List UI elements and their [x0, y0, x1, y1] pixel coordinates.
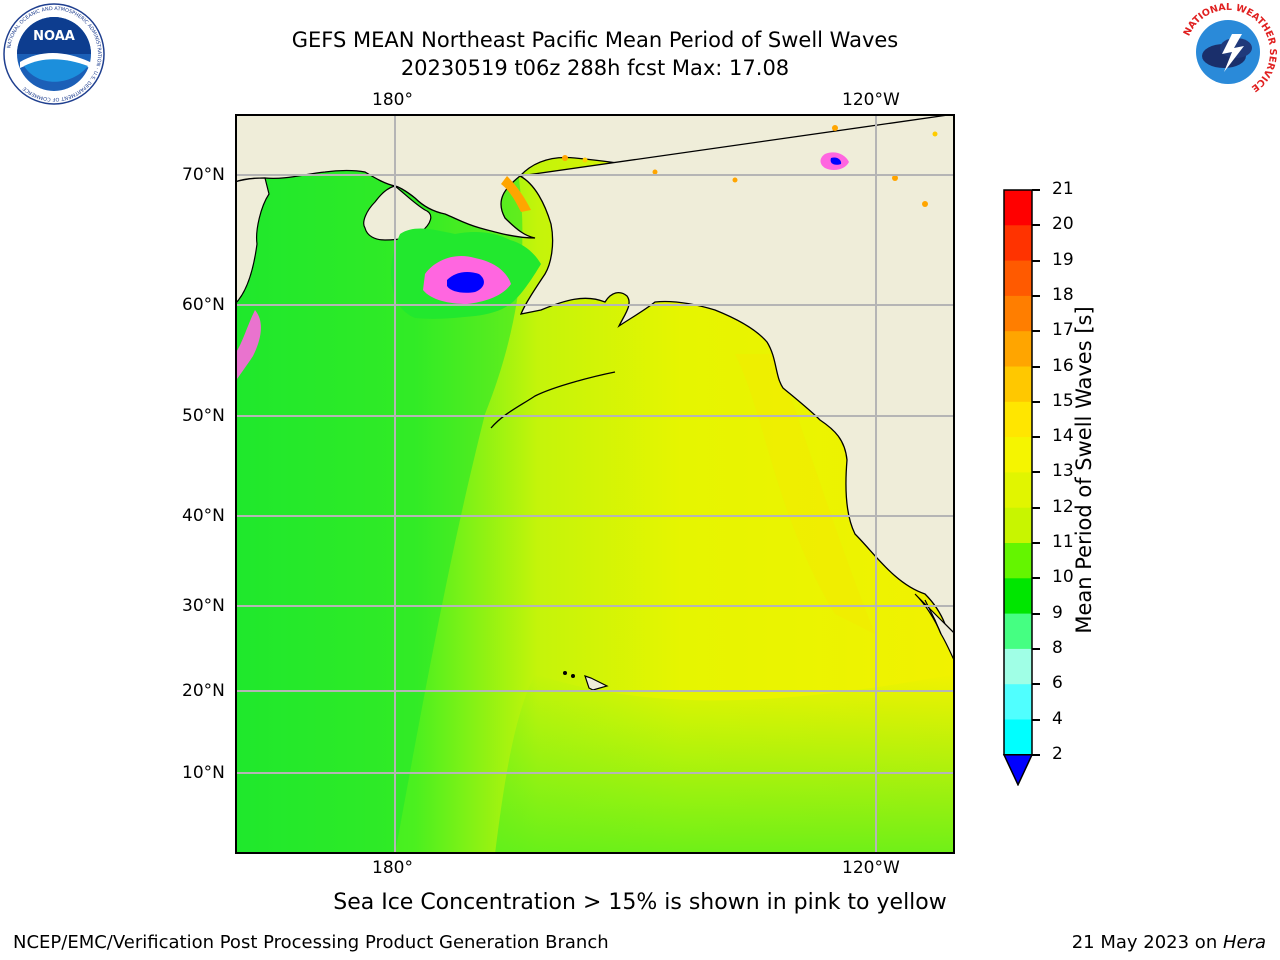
colorbar-tick-label: 9	[1052, 602, 1063, 623]
chart-subtitle: 20230519 t06z 288h fcst Max: 17.08	[400, 56, 790, 80]
colorbar-tick-label: 18	[1052, 284, 1074, 305]
colorbar-tick-mark	[1032, 577, 1040, 580]
colorbar-tick-mark	[1032, 224, 1040, 227]
colorbar-segment	[1004, 507, 1032, 544]
colorbar-segment	[1004, 190, 1032, 226]
footer-date: 21 May 2023 on	[1071, 932, 1223, 953]
colorbar-tick-label: 17	[1052, 320, 1074, 341]
map-panel	[235, 114, 955, 854]
sea-ice-patch-kamchatka	[235, 310, 261, 382]
lat-tick-10n: 10°N	[182, 763, 225, 783]
footer-date-machine: 21 May 2023 on Hera	[1072, 932, 1266, 953]
colorbar-segment	[1004, 225, 1032, 262]
colorbar-segment	[1004, 648, 1032, 685]
colorbar-tick-label: 16	[1052, 355, 1074, 376]
map-gridlines	[235, 114, 955, 854]
footer-machine: Hera	[1222, 932, 1266, 953]
colorbar-tick-label: 20	[1052, 214, 1074, 235]
land-kamchatka	[235, 177, 270, 305]
colorbar-segment	[1004, 472, 1032, 509]
colorbar-segment	[1004, 719, 1032, 756]
lat-tick-50n: 50°N	[182, 406, 225, 426]
colorbar-tick-mark	[1032, 330, 1040, 333]
colorbar-tick-mark	[1032, 753, 1040, 756]
colorbar-tick-label: 12	[1052, 496, 1074, 517]
colorbar-tick-mark	[1032, 683, 1040, 686]
colorbar-segment	[1004, 578, 1032, 615]
colorbar-segment	[1004, 543, 1032, 579]
colorbar-segment	[1004, 684, 1032, 720]
footer-organization: NCEP/EMC/Verification Post Processing Pr…	[13, 932, 609, 953]
lat-tick-40n: 40°N	[182, 506, 225, 526]
colorbar-segment	[1004, 401, 1032, 438]
colorbar-segment	[1004, 613, 1032, 650]
lat-tick-20n: 20°N	[182, 681, 225, 701]
colorbar-tick-label: 13	[1052, 461, 1074, 482]
colorbar-tick-mark	[1032, 647, 1040, 650]
lon-tick-bottom-180: 180°	[372, 858, 413, 878]
colorbar-extension	[1002, 754, 1034, 786]
sea-ice-edge-orange	[501, 176, 531, 212]
land-chukotka	[363, 185, 432, 241]
lat-tick-60n: 60°N	[182, 295, 225, 315]
colorbar-label: Mean Period of Swell Waves [s]	[1072, 306, 1096, 634]
lat-tick-70n: 70°N	[182, 165, 225, 185]
south-green-band	[495, 674, 955, 854]
colorbar-tick-mark	[1032, 400, 1040, 403]
noaa-logo: NOAA NATIONAL OCEANIC AND ATMOSPHERIC AD…	[3, 3, 105, 105]
hawaii-islands	[584, 675, 609, 691]
colorbar-tick-label: 10	[1052, 567, 1074, 588]
colorbar-tick-label: 4	[1052, 708, 1063, 729]
east-yellow-band	[735, 354, 875, 634]
colorbar-tick-label: 21	[1052, 179, 1074, 199]
lon-tick-top-180: 180°	[372, 90, 413, 110]
colorbar-segment	[1004, 260, 1032, 297]
colorbar-tick-label: 8	[1052, 637, 1063, 658]
colorbar-tick-label: 15	[1052, 390, 1074, 411]
sea-ice-note: Sea Ice Concentration > 15% is shown in …	[333, 890, 947, 915]
nws-logo: NATIONAL WEATHER SERVICE	[1178, 2, 1278, 102]
colorbar-tick-mark	[1032, 189, 1040, 191]
colorbar-tick-label: 6	[1052, 673, 1063, 694]
map-frame	[235, 114, 955, 854]
lon-tick-top-120w: 120°W	[842, 90, 900, 110]
colorbar-tick-mark	[1032, 718, 1040, 721]
colorbar-tick-mark	[1032, 471, 1040, 474]
colorbar-tick-mark	[1032, 542, 1040, 544]
chart-title: GEFS MEAN Northeast Pacific Mean Period …	[291, 28, 899, 52]
low-period-core-bering	[447, 272, 484, 293]
colorbar-tick-label: 19	[1052, 249, 1074, 270]
colorbar	[1002, 189, 1034, 786]
colorbar-tick-label: 2	[1052, 743, 1063, 764]
noaa-logo-text: NOAA	[33, 29, 75, 44]
colorbar-tick-mark	[1032, 436, 1040, 439]
colorbar-tick-mark	[1032, 506, 1040, 509]
colorbar-tick-mark	[1032, 294, 1040, 297]
colorbar-tick-label: 11	[1052, 532, 1074, 552]
colorbar-segment	[1004, 295, 1032, 332]
colorbar-segment	[1004, 366, 1032, 403]
colorbar-segment	[1004, 331, 1032, 367]
colorbar-tick-label: 14	[1052, 426, 1074, 447]
lon-tick-bottom-120w: 120°W	[842, 858, 900, 878]
colorbar-tick-mark	[1032, 612, 1040, 615]
lat-tick-30n: 30°N	[182, 596, 225, 616]
low-period-core-beaufort	[830, 157, 842, 165]
colorbar-tick-mark	[1032, 365, 1040, 368]
colorbar-tick-mark	[1032, 259, 1040, 262]
colorbar-segment	[1004, 437, 1032, 473]
